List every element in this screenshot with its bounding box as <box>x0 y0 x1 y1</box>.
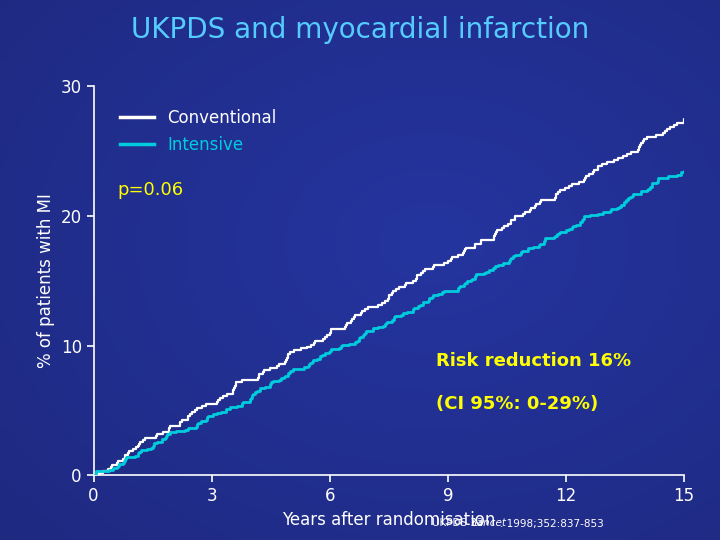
Conventional <box>699 116 708 122</box>
Text: (CI 95%: 0-29%): (CI 95%: 0-29%) <box>436 395 598 413</box>
Conventional <box>289 349 298 356</box>
Conventional <box>89 472 98 478</box>
Intensive <box>621 198 630 204</box>
Intensive <box>390 314 398 321</box>
Conventional <box>510 214 519 221</box>
Conventional <box>526 207 535 213</box>
Legend: Conventional, Intensive: Conventional, Intensive <box>114 103 283 160</box>
Text: Risk reduction 16%: Risk reduction 16% <box>436 352 631 370</box>
Line: Intensive: Intensive <box>94 171 703 475</box>
Text: p=0.06: p=0.06 <box>117 181 184 199</box>
Intensive <box>397 313 405 319</box>
Intensive <box>381 322 390 329</box>
Intensive <box>699 167 708 174</box>
Conventional <box>392 288 400 294</box>
Conventional <box>526 208 534 215</box>
Line: Conventional: Conventional <box>94 119 703 475</box>
Text: Lancet: Lancet <box>472 518 507 529</box>
Y-axis label: % of patients with MI: % of patients with MI <box>37 193 55 368</box>
Conventional <box>679 116 688 122</box>
Conventional <box>598 163 606 170</box>
X-axis label: Years after randomisation: Years after randomisation <box>282 510 495 529</box>
Text: UKPDS and myocardial infarction: UKPDS and myocardial infarction <box>131 16 589 44</box>
Intensive <box>507 256 516 262</box>
Intensive <box>89 472 98 478</box>
Intensive <box>679 167 688 174</box>
Text: . 1998;352:837-853: . 1998;352:837-853 <box>500 518 603 529</box>
Intensive <box>338 342 346 348</box>
Text: UKPDS 33: UKPDS 33 <box>432 518 487 529</box>
